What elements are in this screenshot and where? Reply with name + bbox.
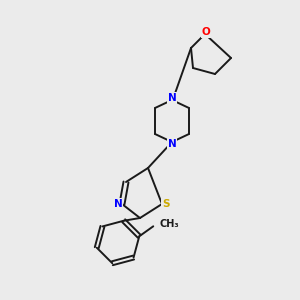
- Text: O: O: [202, 27, 210, 37]
- Text: CH₃: CH₃: [159, 219, 179, 229]
- Text: N: N: [168, 93, 176, 103]
- Text: S: S: [162, 199, 170, 209]
- Text: N: N: [114, 199, 122, 209]
- Text: N: N: [168, 139, 176, 149]
